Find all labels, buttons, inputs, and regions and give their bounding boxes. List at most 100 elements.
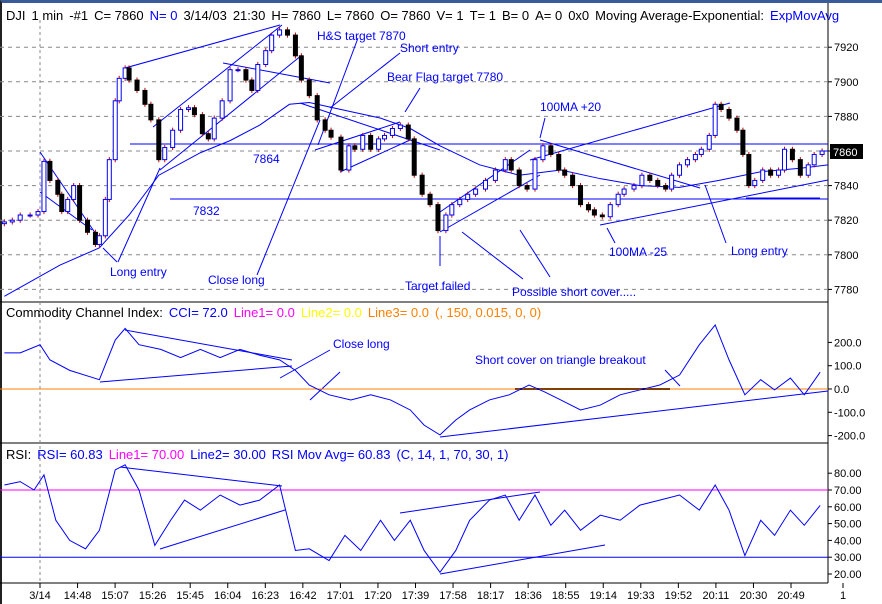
candle-up[interactable] (263, 50, 269, 65)
candle-up[interactable] (776, 169, 782, 176)
candle-up[interactable] (811, 153, 817, 166)
candle-up[interactable] (170, 129, 176, 149)
candle-up[interactable] (227, 69, 233, 102)
trendline[interactable] (529, 102, 731, 161)
candle-up[interactable] (760, 169, 766, 181)
candle-down[interactable] (77, 185, 83, 221)
candle-up[interactable] (277, 29, 283, 36)
candle-up[interactable] (382, 134, 388, 140)
cci-trendline[interactable] (124, 329, 293, 361)
trendline-drawings[interactable] (39, 24, 829, 575)
candle-up[interactable] (112, 100, 118, 161)
candle-up[interactable] (106, 159, 112, 200)
cci-trendline[interactable] (309, 371, 341, 401)
candle-down[interactable] (562, 169, 568, 176)
study-name[interactable]: ExpMovAvg (770, 8, 840, 23)
candle-down[interactable] (92, 231, 98, 245)
candle-down[interactable] (199, 114, 205, 135)
candle-down[interactable] (142, 89, 148, 105)
rsi-trendline[interactable] (399, 491, 541, 514)
candle-down[interactable] (599, 214, 605, 218)
trendline[interactable] (539, 139, 701, 189)
candle-up[interactable] (102, 198, 108, 237)
candle-down[interactable] (292, 34, 298, 57)
candle-down[interactable] (524, 185, 530, 190)
candle-down[interactable] (205, 133, 211, 140)
candle-down[interactable] (85, 219, 91, 233)
candle-down[interactable] (556, 153, 562, 171)
candle-up[interactable] (615, 193, 621, 206)
candle-down[interactable] (746, 153, 752, 187)
candle-down[interactable] (797, 159, 803, 176)
candle-down[interactable] (585, 204, 591, 211)
candle-up[interactable] (186, 107, 191, 110)
candle-up[interactable] (639, 174, 645, 187)
candle-up[interactable] (669, 174, 675, 190)
candle-up[interactable] (621, 188, 627, 195)
candle-down[interactable] (59, 193, 65, 213)
candle-up[interactable] (71, 185, 77, 200)
candle-down[interactable] (663, 185, 669, 190)
candle-up[interactable] (219, 100, 225, 119)
candle-up[interactable] (483, 179, 488, 190)
candle-down[interactable] (718, 103, 724, 110)
candle-up[interactable] (692, 153, 698, 161)
candle-down[interactable] (570, 174, 576, 187)
candle-up[interactable] (1, 221, 7, 225)
candle-down[interactable] (156, 119, 162, 161)
candle-down[interactable] (516, 169, 522, 187)
trendline[interactable] (152, 24, 283, 128)
cci-line[interactable] (4, 323, 821, 436)
candle-up[interactable] (677, 164, 683, 176)
candle-up[interactable] (122, 67, 128, 79)
candle-up[interactable] (492, 169, 498, 181)
candle-down[interactable] (285, 29, 290, 36)
candle-up[interactable] (96, 235, 102, 245)
candle-up[interactable] (162, 147, 168, 161)
candle-down[interactable] (368, 134, 374, 150)
trendline[interactable] (314, 121, 401, 151)
candle-up[interactable] (502, 159, 508, 171)
candle-down[interactable] (134, 79, 140, 91)
candle-up[interactable] (698, 148, 704, 155)
candle-down[interactable] (306, 79, 312, 97)
candle-up[interactable] (706, 134, 712, 150)
trendline[interactable] (222, 62, 331, 84)
trendline[interactable] (599, 179, 829, 226)
candle-down[interactable] (734, 117, 740, 131)
candle-down[interactable] (411, 138, 417, 176)
candle-down[interactable] (647, 174, 653, 181)
candle-up[interactable] (819, 150, 825, 155)
candle-down[interactable] (243, 69, 249, 81)
trendline[interactable] (124, 24, 281, 69)
candle-up[interactable] (457, 198, 463, 206)
candle-down[interactable] (726, 108, 732, 119)
candle-up[interactable] (41, 160, 47, 213)
candle-up[interactable] (211, 117, 217, 140)
candle-down[interactable] (768, 169, 774, 176)
candle-up[interactable] (443, 214, 449, 232)
candle-up[interactable] (346, 145, 352, 171)
candle-down[interactable] (591, 209, 597, 216)
candle-down[interactable] (789, 148, 795, 161)
candle-down[interactable] (427, 193, 433, 206)
candle-down[interactable] (322, 119, 328, 131)
trendline[interactable] (159, 54, 303, 171)
candle-down[interactable] (148, 103, 154, 121)
candle-up[interactable] (389, 128, 395, 136)
candle-up[interactable] (607, 204, 613, 218)
candle-up[interactable] (65, 198, 71, 213)
candle-down[interactable] (352, 145, 358, 150)
candle-up[interactable] (397, 124, 403, 130)
candle-up[interactable] (684, 159, 690, 166)
candle-down[interactable] (55, 179, 61, 195)
candle-down[interactable] (419, 174, 425, 195)
cci-trendline[interactable] (99, 365, 293, 383)
trendline[interactable] (439, 174, 541, 233)
candle-down[interactable] (655, 179, 661, 187)
candle-up[interactable] (449, 204, 455, 216)
trendline[interactable] (339, 139, 411, 173)
candle-down[interactable] (508, 159, 514, 171)
candle-up[interactable] (269, 34, 275, 52)
